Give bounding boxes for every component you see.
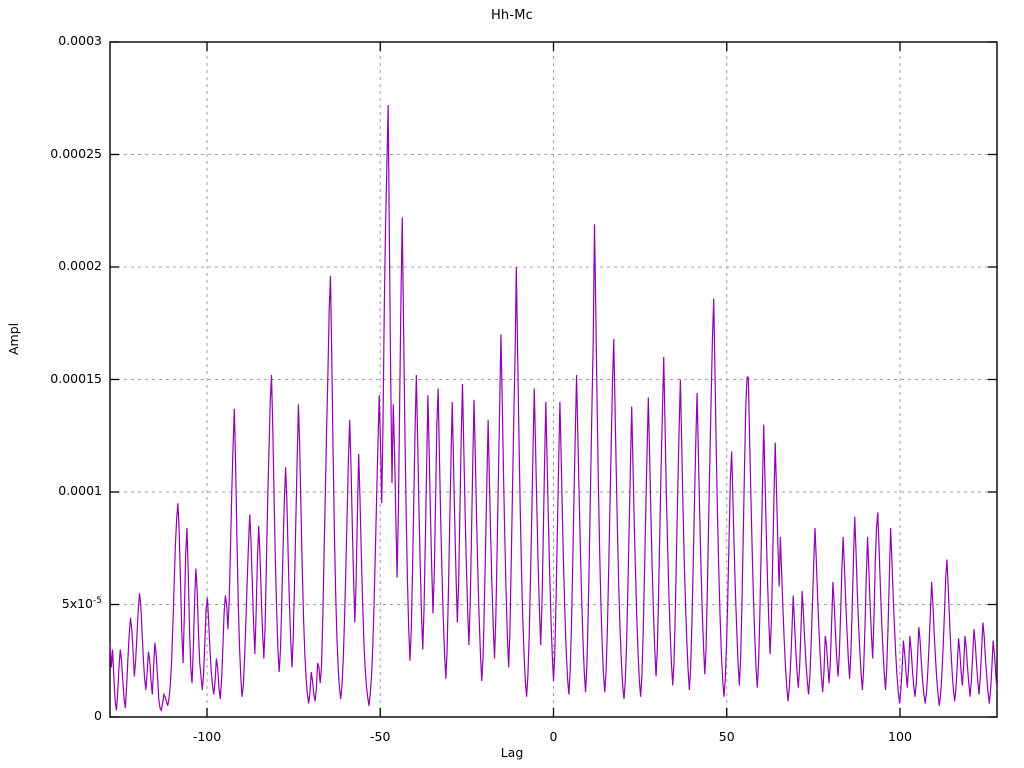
plot-frame <box>109 41 998 718</box>
x-tick-label: 0 <box>549 729 558 744</box>
y-tick-label: 0.0001 <box>58 483 102 498</box>
y-axis-label: Ampl <box>6 322 21 355</box>
data-series-line <box>109 104 998 712</box>
gridlines <box>110 42 997 717</box>
chart-title: Hh-Mc <box>490 8 534 23</box>
y-tick-label: 0.00015 <box>50 370 102 386</box>
y-tick-label: 5x10-5 <box>61 595 102 611</box>
y-tick-label: 0.0003 <box>58 33 102 48</box>
x-axis-label: Lag <box>500 745 524 760</box>
y-tick-label: 0.0002 <box>58 258 102 273</box>
y-tick-label: 0.00025 <box>50 145 102 161</box>
x-tick-label: -100 <box>192 729 222 744</box>
y-tick-label: 0 <box>94 708 102 723</box>
x-tick-label: 100 <box>888 729 912 744</box>
x-tick-label: 50 <box>718 729 735 744</box>
x-tick-label: -50 <box>370 729 391 744</box>
